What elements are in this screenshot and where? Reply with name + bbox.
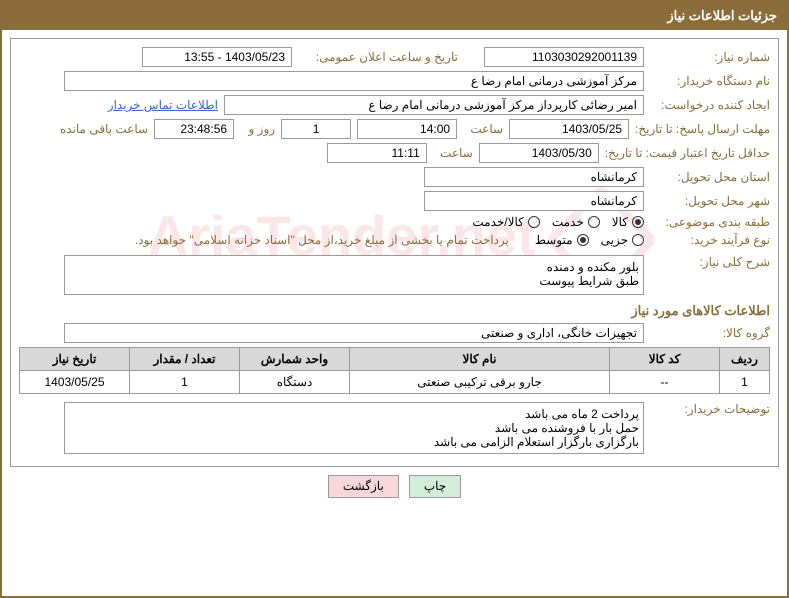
- requester-label: ایجاد کننده درخواست:: [650, 98, 770, 112]
- cell-unit: دستگاه: [240, 371, 350, 394]
- back-button[interactable]: بازگشت: [328, 475, 399, 498]
- announce-date-label: تاریخ و ساعت اعلان عمومی:: [298, 50, 458, 64]
- time-label-1: ساعت: [463, 122, 503, 136]
- table-header-row: ردیف کد کالا نام کالا واحد شمارش تعداد /…: [20, 348, 770, 371]
- buyer-org-value: مرکز آموزشی درمانی امام رضا ع: [64, 71, 644, 91]
- goods-section-title: اطلاعات کالاهای مورد نیاز: [19, 303, 770, 319]
- goods-table: ردیف کد کالا نام کالا واحد شمارش تعداد /…: [19, 347, 770, 394]
- buyer-notes-label: توضیحات خریدار:: [650, 402, 770, 416]
- radio-both-icon: [528, 216, 540, 228]
- button-row: چاپ بازگشت: [2, 475, 787, 498]
- th-qty: تعداد / مقدار: [130, 348, 240, 371]
- radio-service[interactable]: خدمت: [552, 215, 600, 229]
- reply-deadline-label: مهلت ارسال پاسخ: تا تاریخ:: [635, 122, 770, 136]
- radio-minor[interactable]: جزیی: [601, 233, 644, 247]
- radio-goods-icon: [632, 216, 644, 228]
- page-title-bar: جزئیات اطلاعات نیاز: [2, 2, 787, 30]
- purchase-type-label: نوع فرآیند خرید:: [650, 233, 770, 247]
- table-row: 1 -- جارو برقی ترکیبی صنعتی دستگاه 1 140…: [20, 371, 770, 394]
- goods-group-value: تجهیزات خانگی، اداری و صنعتی: [64, 323, 644, 343]
- category-radio-group: کالا خدمت کالا/خدمت: [472, 215, 644, 229]
- delivery-city-label: شهر محل تحویل:: [650, 194, 770, 208]
- delivery-province-value: کرمانشاه: [424, 167, 644, 187]
- print-button[interactable]: چاپ: [409, 475, 461, 498]
- delivery-city-value: کرمانشاه: [424, 191, 644, 211]
- th-code: کد کالا: [610, 348, 720, 371]
- purchase-type-radio-group: جزیی متوسط: [535, 233, 644, 247]
- radio-both[interactable]: کالا/خدمت: [472, 215, 539, 229]
- reply-deadline-time: 14:00: [357, 119, 457, 139]
- need-number-label: شماره نیاز:: [650, 50, 770, 64]
- cell-code: --: [610, 371, 720, 394]
- reply-deadline-date: 1403/05/25: [509, 119, 629, 139]
- days-remaining: 1: [281, 119, 351, 139]
- description-label: شرح کلی نیاز:: [650, 255, 770, 269]
- goods-group-label: گروه کالا:: [650, 326, 770, 340]
- days-label: روز و: [240, 122, 275, 136]
- category-label: طبقه بندی موضوعی:: [650, 215, 770, 229]
- cell-date: 1403/05/25: [20, 371, 130, 394]
- radio-service-icon: [588, 216, 600, 228]
- requester-value: امیر رضائی کارپرداز مرکز آموزشی درمانی ا…: [224, 95, 644, 115]
- th-row: ردیف: [720, 348, 770, 371]
- description-text: بلور مکنده و دمنده طبق شرایط پیوست: [64, 255, 644, 295]
- page-title: جزئیات اطلاعات نیاز: [667, 8, 777, 23]
- remaining-label: ساعت باقی مانده: [58, 122, 148, 136]
- cell-row: 1: [720, 371, 770, 394]
- time-label-2: ساعت: [433, 146, 473, 160]
- buyer-org-label: نام دستگاه خریدار:: [650, 74, 770, 88]
- radio-medium[interactable]: متوسط: [535, 233, 589, 247]
- price-validity-date: 1403/05/30: [479, 143, 599, 163]
- price-validity-label: حداقل تاریخ اعتبار قیمت: تا تاریخ:: [605, 146, 770, 160]
- cell-name: جارو برقی ترکیبی صنعتی: [350, 371, 610, 394]
- main-content: شماره نیاز: 1103030292001139 تاریخ و ساع…: [10, 38, 779, 467]
- th-unit: واحد شمارش: [240, 348, 350, 371]
- contact-link[interactable]: اطلاعات تماس خریدار: [108, 98, 218, 112]
- cell-qty: 1: [130, 371, 240, 394]
- payment-note: پرداخت تمام یا بخشی از مبلغ خرید،از محل …: [135, 233, 509, 247]
- th-name: نام کالا: [350, 348, 610, 371]
- th-date: تاریخ نیاز: [20, 348, 130, 371]
- announce-date-value: 1403/05/23 - 13:55: [142, 47, 292, 67]
- delivery-province-label: استان محل تحویل:: [650, 170, 770, 184]
- radio-goods[interactable]: کالا: [612, 215, 644, 229]
- buyer-notes-text: پرداخت 2 ماه می باشد حمل بار با فروشنده …: [64, 402, 644, 454]
- need-number-value: 1103030292001139: [484, 47, 644, 67]
- radio-minor-icon: [632, 234, 644, 246]
- radio-medium-icon: [577, 234, 589, 246]
- time-remaining: 23:48:56: [154, 119, 234, 139]
- price-validity-time: 11:11: [327, 143, 427, 163]
